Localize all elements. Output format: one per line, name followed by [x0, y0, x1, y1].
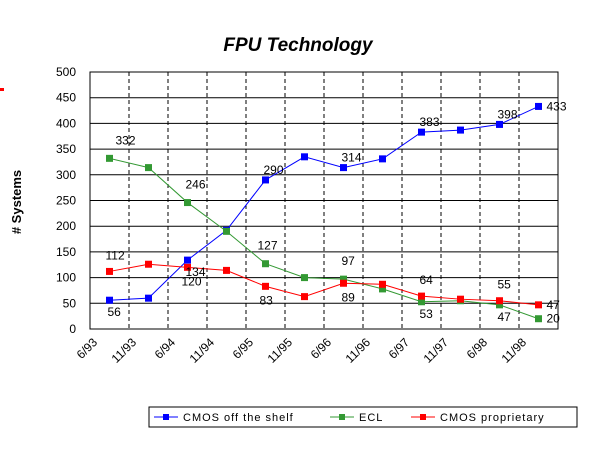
data-point [535, 301, 542, 309]
data-label: 127 [258, 239, 278, 253]
y-tick-label: 400 [56, 116, 76, 130]
legend: CMOS off the shelf ECL CMOS proprietary [148, 406, 578, 428]
y-tick-label: 50 [63, 296, 77, 310]
data-label: 47 [547, 298, 561, 312]
data-point [262, 176, 269, 184]
data-label: 314 [342, 151, 362, 165]
y-tick-label: 250 [56, 194, 76, 208]
data-point [379, 155, 386, 163]
y-tick-label: 350 [56, 142, 76, 156]
data-label: 332 [116, 133, 136, 147]
series-line [109, 263, 539, 306]
plot-area-border [89, 71, 559, 330]
data-point [418, 298, 425, 306]
chart-title: FPU Technology [223, 35, 374, 56]
data-label: 47 [498, 310, 512, 324]
axis-ticks: 0 50 100 150 200 250 300 350 400 450 500 6/93 11/93 6… [56, 65, 529, 366]
data-point [262, 282, 269, 290]
data-point [457, 126, 464, 134]
data-point [457, 295, 464, 303]
legend-marker [339, 414, 345, 420]
x-tick-label: 11/96 [343, 335, 374, 366]
y-tick-label: 150 [56, 245, 76, 259]
data-point [496, 301, 503, 309]
series [106, 102, 542, 323]
y-tick-label: 100 [56, 271, 76, 285]
data-point [262, 260, 269, 268]
data-label: 56 [108, 305, 122, 319]
x-tick-label: 11/94 [187, 335, 218, 366]
data-point [418, 128, 425, 136]
data-label: 290 [264, 163, 284, 177]
legend-label: CMOS proprietary [440, 412, 545, 424]
legend-label: ECL [359, 412, 383, 424]
y-tick-label: 450 [56, 91, 76, 105]
x-tick-label: 6/96 [308, 335, 335, 362]
x-tick-label: 11/95 [265, 335, 296, 366]
data-label: 83 [260, 293, 274, 307]
y-tick-label: 300 [56, 168, 76, 182]
left-edge-mark [0, 88, 4, 91]
x-tick-label: 6/94 [152, 335, 179, 362]
series-line [109, 157, 539, 320]
data-label: 64 [420, 273, 434, 287]
data-point [340, 279, 347, 287]
y-axis-label: # Systems [9, 170, 24, 234]
data-point [184, 263, 191, 271]
data-point [106, 154, 113, 162]
data-point [145, 260, 152, 268]
data-point [184, 199, 191, 207]
data-label: 246 [186, 178, 206, 192]
x-tick-label: 6/97 [386, 335, 413, 362]
data-label: 134 [186, 265, 206, 279]
y-tick-label: 500 [56, 65, 76, 79]
data-point [535, 315, 542, 323]
x-tick-label: 11/93 [109, 335, 140, 366]
data-point [106, 296, 113, 304]
legend-marker [163, 414, 169, 420]
data-point [184, 256, 191, 264]
data-point [301, 293, 308, 301]
legend-box [148, 406, 578, 428]
data-label: 398 [498, 107, 518, 121]
x-tick-label: 6/98 [464, 335, 491, 362]
x-tick-label: 6/93 [74, 335, 101, 362]
data-point [106, 267, 113, 275]
x-tick-label: 6/95 [230, 335, 257, 362]
data-point [418, 292, 425, 300]
data-point [223, 266, 230, 274]
x-tick-label: 11/98 [499, 335, 530, 366]
data-label: 55 [498, 278, 512, 292]
data-point [496, 120, 503, 128]
data-point [145, 294, 152, 302]
data-label: 120 [182, 274, 202, 288]
y-tick-label: 200 [56, 219, 76, 233]
legend-marker [420, 414, 426, 420]
legend-label: CMOS off the shelf [183, 412, 294, 424]
data-label: 383 [420, 115, 440, 129]
data-point [340, 275, 347, 283]
data-label: 112 [106, 248, 125, 262]
data-point [223, 227, 230, 235]
data-label: 89 [342, 290, 356, 304]
data-label: 20 [547, 312, 561, 326]
data-point [145, 164, 152, 172]
data-point [340, 164, 347, 172]
y-tick-label: 0 [69, 322, 76, 336]
data-label: 97 [342, 254, 356, 268]
data-label: 53 [420, 307, 434, 321]
x-tick-label: 11/97 [421, 335, 452, 366]
data-point [379, 285, 386, 293]
data-point [379, 280, 386, 288]
data-point [301, 153, 308, 161]
data-point [535, 102, 542, 110]
data-label: 433 [547, 99, 567, 113]
data-point [301, 274, 308, 282]
data-point [496, 297, 503, 305]
